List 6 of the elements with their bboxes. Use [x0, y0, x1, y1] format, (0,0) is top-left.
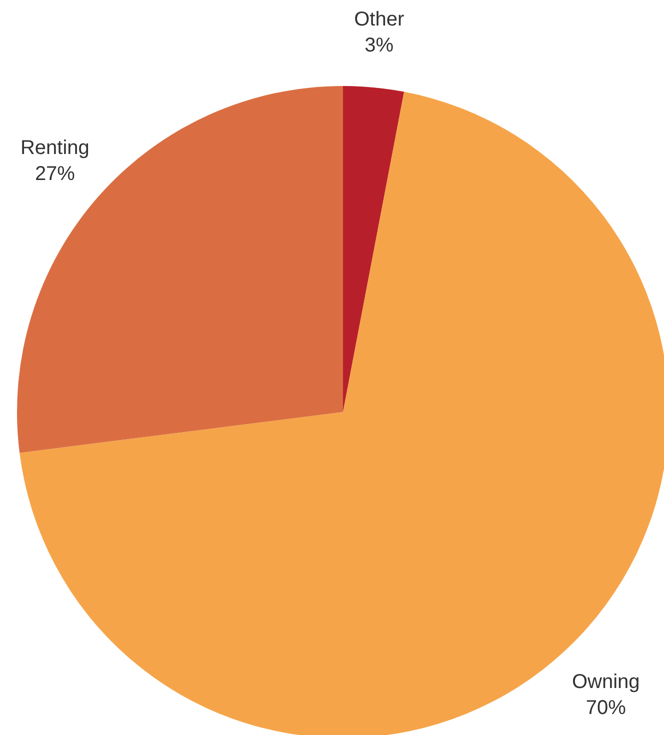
- slice-label: Renting: [20, 137, 90, 160]
- slice-label: Other: [354, 8, 404, 31]
- data-label: 3%: [364, 34, 394, 57]
- slice-label: Owning: [572, 670, 640, 693]
- data-label: 27%: [34, 163, 76, 186]
- data-label: 70%: [586, 696, 626, 719]
